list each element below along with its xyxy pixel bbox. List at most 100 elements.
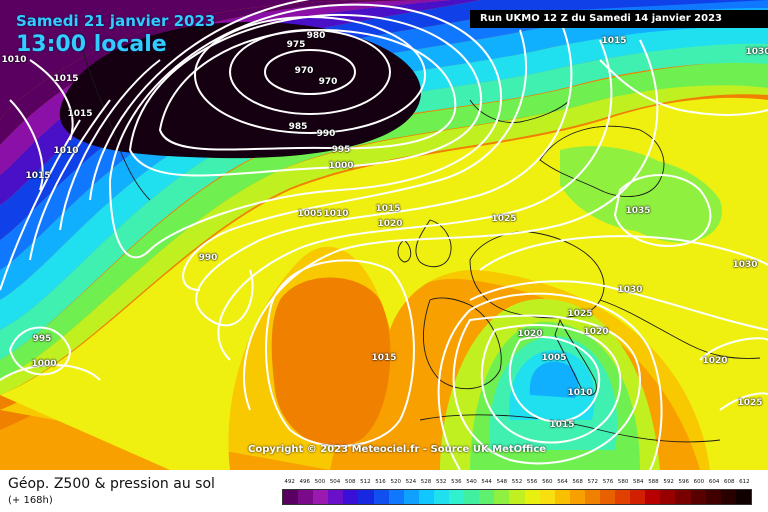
legend-value-label: 592 (663, 479, 674, 485)
isobar-1030 (265, 259, 415, 447)
isobar-label: 1015 (371, 353, 397, 363)
legend-swatch (524, 490, 540, 504)
isobar-label: 1030 (745, 47, 768, 57)
legend-swatch (313, 490, 329, 504)
isobar-label: 995 (32, 334, 52, 344)
legend-swatch (660, 490, 676, 504)
isobar-1015-north (599, 59, 768, 116)
legend-value-label: 544 (481, 479, 492, 485)
isobar-1020-east (699, 337, 768, 361)
low-pressure-core (59, 21, 421, 159)
legend-swatch (343, 490, 359, 504)
band-lime-north (0, 83, 768, 395)
copyright-notice: Copyright © 2023 Meteociel.fr - Source U… (248, 444, 547, 455)
isobar-995-west (8, 326, 72, 376)
legend-swatch (735, 490, 751, 504)
lead-time: (+ 168h) (8, 495, 53, 506)
map-canvas (0, 0, 768, 470)
isobar-label: 1015 (549, 420, 575, 430)
isobar-1015-greenland (29, 59, 74, 141)
legend-swatch (584, 490, 600, 504)
legend-value-label: 528 (420, 479, 432, 485)
isobar-label: 1000 (328, 161, 354, 171)
legend-value-label: 568 (572, 479, 583, 485)
isobar-970 (264, 49, 356, 95)
isobar-1000-west (0, 364, 101, 381)
legend-swatch (645, 490, 661, 504)
band-light-blue-low (529, 361, 579, 398)
isobar-label: 1000 (31, 359, 57, 369)
isobar-label: 1010 (53, 146, 79, 156)
isobar-1010-med (480, 324, 622, 444)
run-info-box: Run UKMO 12 Z du Samedi 14 janvier 2023 (470, 10, 768, 28)
legend-value-label: 572 (587, 479, 599, 485)
isobar-label: 1015 (53, 74, 79, 84)
legend-swatch (539, 490, 555, 504)
isobar-label: 1020 (377, 219, 403, 229)
isobar-label: 990 (316, 129, 336, 139)
isobar-label: 1020 (583, 327, 609, 337)
legend-swatch (403, 490, 419, 504)
legend-swatch (630, 490, 646, 504)
isobar-label: 1020 (702, 356, 728, 366)
legend-value-label: 540 (466, 479, 477, 485)
legend-value-label: 604 (708, 479, 720, 485)
isobar-label: 1035 (625, 206, 651, 216)
legend-swatch (494, 490, 510, 504)
isobar-label: 985 (288, 122, 308, 132)
legend-value-label: 492 (284, 479, 295, 485)
legend-value-label: 512 (360, 479, 371, 485)
legend-swatch (464, 490, 480, 504)
iberia-outline (422, 297, 502, 390)
isobar-label: 1020 (517, 329, 543, 339)
product-title: Géop. Z500 & pression au sol (8, 476, 215, 492)
band-deep-purple-corner (0, 0, 390, 120)
legend-value-label: 588 (648, 479, 659, 485)
isobar-label: 1025 (491, 214, 517, 224)
isobar-label: 990 (198, 253, 218, 263)
legend-value-label: 508 (344, 479, 356, 485)
great-britain-outline (415, 219, 452, 268)
isobar-1020-med (437, 292, 663, 470)
legend-value-label: 596 (678, 479, 690, 485)
scandinavia-outline (539, 125, 665, 197)
iceland-outline (469, 99, 571, 123)
isobar-label: 980 (306, 31, 326, 41)
isobar-985 (158, 28, 457, 151)
legend-value-label: 536 (451, 479, 462, 485)
italy-outline (554, 318, 597, 396)
north-africa-coast (419, 414, 721, 443)
isobars (0, 0, 768, 470)
legend-swatch (358, 490, 374, 504)
legend-swatch (720, 490, 736, 504)
weather-map: Samedi 21 janvier 2023 13:00 locale Run … (0, 0, 768, 470)
isobar-label: 1030 (617, 285, 643, 295)
isobar-label: 1025 (737, 398, 763, 408)
isobar-label: 1010 (323, 209, 349, 219)
legend-value-label: 520 (390, 479, 401, 485)
legend-value-label: 556 (526, 479, 538, 485)
isobar-1015 (0, 39, 659, 411)
isobar-label: 1015 (25, 171, 51, 181)
legend-value-label: 564 (557, 479, 568, 485)
isobar-label: 1005 (297, 209, 323, 219)
isobar-label: 1015 (375, 204, 401, 214)
legend-swatch (418, 490, 434, 504)
legend-swatch (675, 490, 691, 504)
legend-value-label: 548 (496, 479, 508, 485)
legend-value-label: 552 (511, 479, 523, 485)
legend-swatch (599, 490, 616, 504)
isobar-1030-east (479, 235, 768, 271)
isobar-label: 1010 (1, 55, 27, 65)
legend-swatch (479, 490, 495, 504)
isobar-1025-east (469, 280, 768, 331)
isobar-label: 1010 (567, 388, 593, 398)
isobar-1005-med (508, 335, 601, 423)
legend-labels: 492 496 500 504 508 512 516 520 524 528 532 536 540 5… (282, 479, 752, 489)
color-legend: 492 496 500 504 508 512 516 520 524 528 532 536 540 5… (282, 479, 752, 505)
legend-value-label: 560 (542, 479, 553, 485)
legend-value-label: 524 (405, 479, 417, 485)
legend-swatch (433, 490, 450, 504)
legend-swatch (569, 490, 585, 504)
legend-swatch (690, 490, 706, 504)
